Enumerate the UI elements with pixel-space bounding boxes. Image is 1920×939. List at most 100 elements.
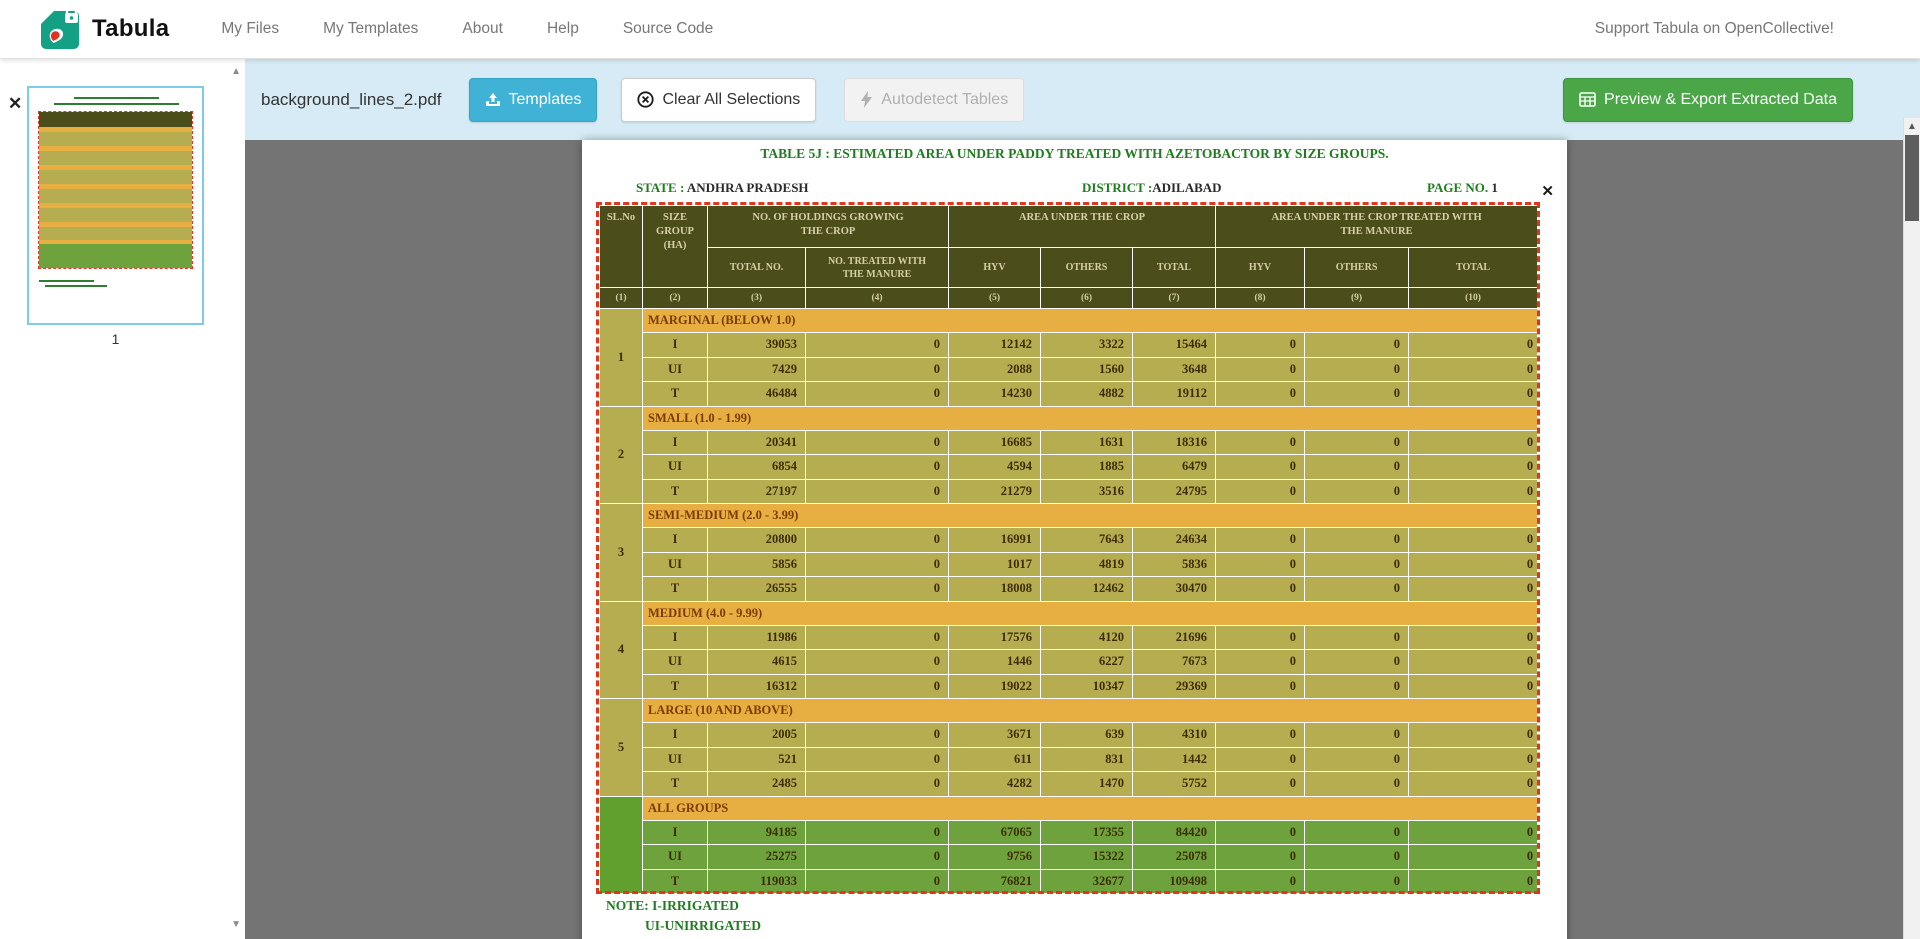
nav-item-about[interactable]: About xyxy=(462,20,503,37)
templates-button[interactable]: Templates xyxy=(468,77,598,122)
value-cell: 119033 xyxy=(707,868,806,894)
value-cell: 0 xyxy=(804,771,950,797)
value-cell: 25078 xyxy=(1132,844,1217,870)
value-cell: 6854 xyxy=(707,454,806,480)
thumbnail-table-preview xyxy=(38,111,193,269)
sub-header: TOTAL xyxy=(1408,247,1539,288)
table-row: T 16312 0 19022 10347 29369 0 0 0 xyxy=(599,673,1539,699)
value-cell: 1446 xyxy=(948,649,1042,675)
size-group-label: MEDIUM (4.0 - 9.99) xyxy=(641,600,1539,626)
scrollbar-thumb[interactable] xyxy=(1905,135,1919,221)
brand-title[interactable]: Tabula xyxy=(92,15,170,42)
size-group-band-row: 3 SEMI-MEDIUM (2.0 - 3.99) xyxy=(599,503,1539,602)
value-cell: 17355 xyxy=(1040,819,1134,845)
sub-header: HYV xyxy=(948,247,1042,288)
tabula-logo-icon[interactable] xyxy=(40,5,82,53)
page-no-label: PAGE NO. xyxy=(1427,180,1489,195)
sub-header: NO. TREATED WITH THE MANURE xyxy=(804,247,950,288)
value-cell: 0 xyxy=(804,844,950,870)
value-cell: 1470 xyxy=(1040,771,1134,797)
value-cell: 67065 xyxy=(948,819,1042,845)
sub-header: TOTAL NO. xyxy=(707,247,806,288)
value-cell: 25275 xyxy=(707,844,806,870)
slno-cell: 3 xyxy=(599,503,643,602)
page-thumbnail[interactable] xyxy=(27,86,204,325)
col-header-slno: SL.No xyxy=(599,205,643,288)
pdf-page: TABLE 5J : ESTIMATED AREA UNDER PADDY TR… xyxy=(582,140,1567,939)
irrigation-type-cell: UI xyxy=(642,746,708,772)
col-number: (7) xyxy=(1132,287,1217,309)
value-cell: 3322 xyxy=(1040,332,1134,358)
sub-header: OTHERS xyxy=(1304,247,1410,288)
value-cell: 12462 xyxy=(1040,576,1134,602)
value-cell: 0 xyxy=(804,527,950,553)
irrigation-type-cell: UI xyxy=(642,649,708,675)
sidebar-scroll-down-icon[interactable]: ▼ xyxy=(231,919,241,930)
table-row: I 11986 0 17576 4120 21696 0 0 0 xyxy=(599,624,1539,650)
value-cell: 109498 xyxy=(1132,868,1217,894)
size-group-band-row: ALL GROUPS xyxy=(599,795,1539,894)
value-cell: 5836 xyxy=(1132,551,1217,577)
value-cell: 1885 xyxy=(1040,454,1134,480)
nav-item-my-files[interactable]: My Files xyxy=(221,20,280,37)
document-filename: background_lines_2.pdf xyxy=(261,89,442,109)
table-row: T 2485 0 4282 1470 5752 0 0 0 xyxy=(599,771,1539,797)
table-row: UI 521 0 611 831 1442 0 0 0 xyxy=(599,746,1539,772)
col-number: (10) xyxy=(1408,287,1539,309)
value-cell: 7673 xyxy=(1132,649,1217,675)
thumbnail-subtitle-line xyxy=(54,103,179,105)
support-link[interactable]: Support Tabula on OpenCollective! xyxy=(1594,20,1834,37)
value-cell: 0 xyxy=(804,551,950,577)
state-value: ANDHRA PRADESH xyxy=(686,180,809,195)
table-row: UI 25275 0 9756 15322 25078 0 0 0 xyxy=(599,844,1539,870)
preview-export-button[interactable]: Preview & Export Extracted Data xyxy=(1563,77,1853,122)
value-cell: 30470 xyxy=(1132,576,1217,602)
page-no-value: 1 xyxy=(1491,180,1498,195)
autodetect-button-label: Autodetect Tables xyxy=(881,90,1009,108)
window-scrollbar[interactable]: ▲ xyxy=(1903,118,1920,939)
remove-file-icon[interactable]: ✕ xyxy=(8,94,23,113)
value-cell: 17576 xyxy=(948,624,1042,650)
size-group-label: ALL GROUPS xyxy=(641,795,1539,821)
value-cell: 4310 xyxy=(1132,722,1217,748)
value-cell: 4282 xyxy=(948,771,1042,797)
value-cell: 0 xyxy=(1215,381,1306,407)
nav-item-source-code[interactable]: Source Code xyxy=(622,20,714,37)
pdf-note-line2: UI-UNIRRIGATED xyxy=(645,918,762,933)
col-header-area-treated: AREA UNDER THE CROP TREATED WITH THE MAN… xyxy=(1215,205,1539,248)
clear-button-label: Clear All Selections xyxy=(662,90,801,108)
slno-cell: 1 xyxy=(599,308,643,407)
table-selection-box[interactable]: ✕ xyxy=(596,184,1554,894)
scrollbar-up-icon[interactable]: ▲ xyxy=(1907,121,1917,132)
value-cell: 0 xyxy=(1304,478,1410,504)
col-number: (8) xyxy=(1215,287,1306,309)
size-group-label: SMALL (1.0 - 1.99) xyxy=(641,405,1539,431)
selection-close-icon[interactable]: ✕ xyxy=(1541,183,1554,200)
thumbnail-title-line xyxy=(74,97,159,99)
clear-selections-icon xyxy=(637,91,655,108)
page-thumbnail-sidebar: ✕ 1 ▲ ▼ xyxy=(0,59,245,939)
table-row: UI 5856 0 1017 4819 5836 0 0 0 xyxy=(599,551,1539,577)
thumbnail-note-line xyxy=(45,285,107,287)
nav-item-help[interactable]: Help xyxy=(546,20,579,37)
value-cell: 0 xyxy=(804,332,950,358)
value-cell: 4615 xyxy=(707,649,806,675)
value-cell: 0 xyxy=(1408,454,1539,480)
sub-header: HYV xyxy=(1215,247,1306,288)
value-cell: 1560 xyxy=(1040,356,1134,382)
value-cell: 0 xyxy=(1304,527,1410,553)
value-cell: 0 xyxy=(1304,649,1410,675)
value-cell: 0 xyxy=(804,454,950,480)
irrigation-type-cell: T xyxy=(642,576,708,602)
nav-item-my-templates[interactable]: My Templates xyxy=(323,20,419,37)
value-cell: 11986 xyxy=(707,624,806,650)
size-group-label: MARGINAL (BELOW 1.0) xyxy=(641,308,1539,333)
value-cell: 0 xyxy=(804,722,950,748)
clear-all-selections-button[interactable]: Clear All Selections xyxy=(621,77,817,122)
slno-cell: 5 xyxy=(599,698,643,797)
size-group-band-row: 2 SMALL (1.0 - 1.99) xyxy=(599,405,1539,504)
autodetect-tables-button[interactable]: Autodetect Tables xyxy=(844,77,1025,122)
value-cell: 0 xyxy=(1408,844,1539,870)
sidebar-scroll-up-icon[interactable]: ▲ xyxy=(231,66,241,77)
value-cell: 0 xyxy=(1408,381,1539,407)
